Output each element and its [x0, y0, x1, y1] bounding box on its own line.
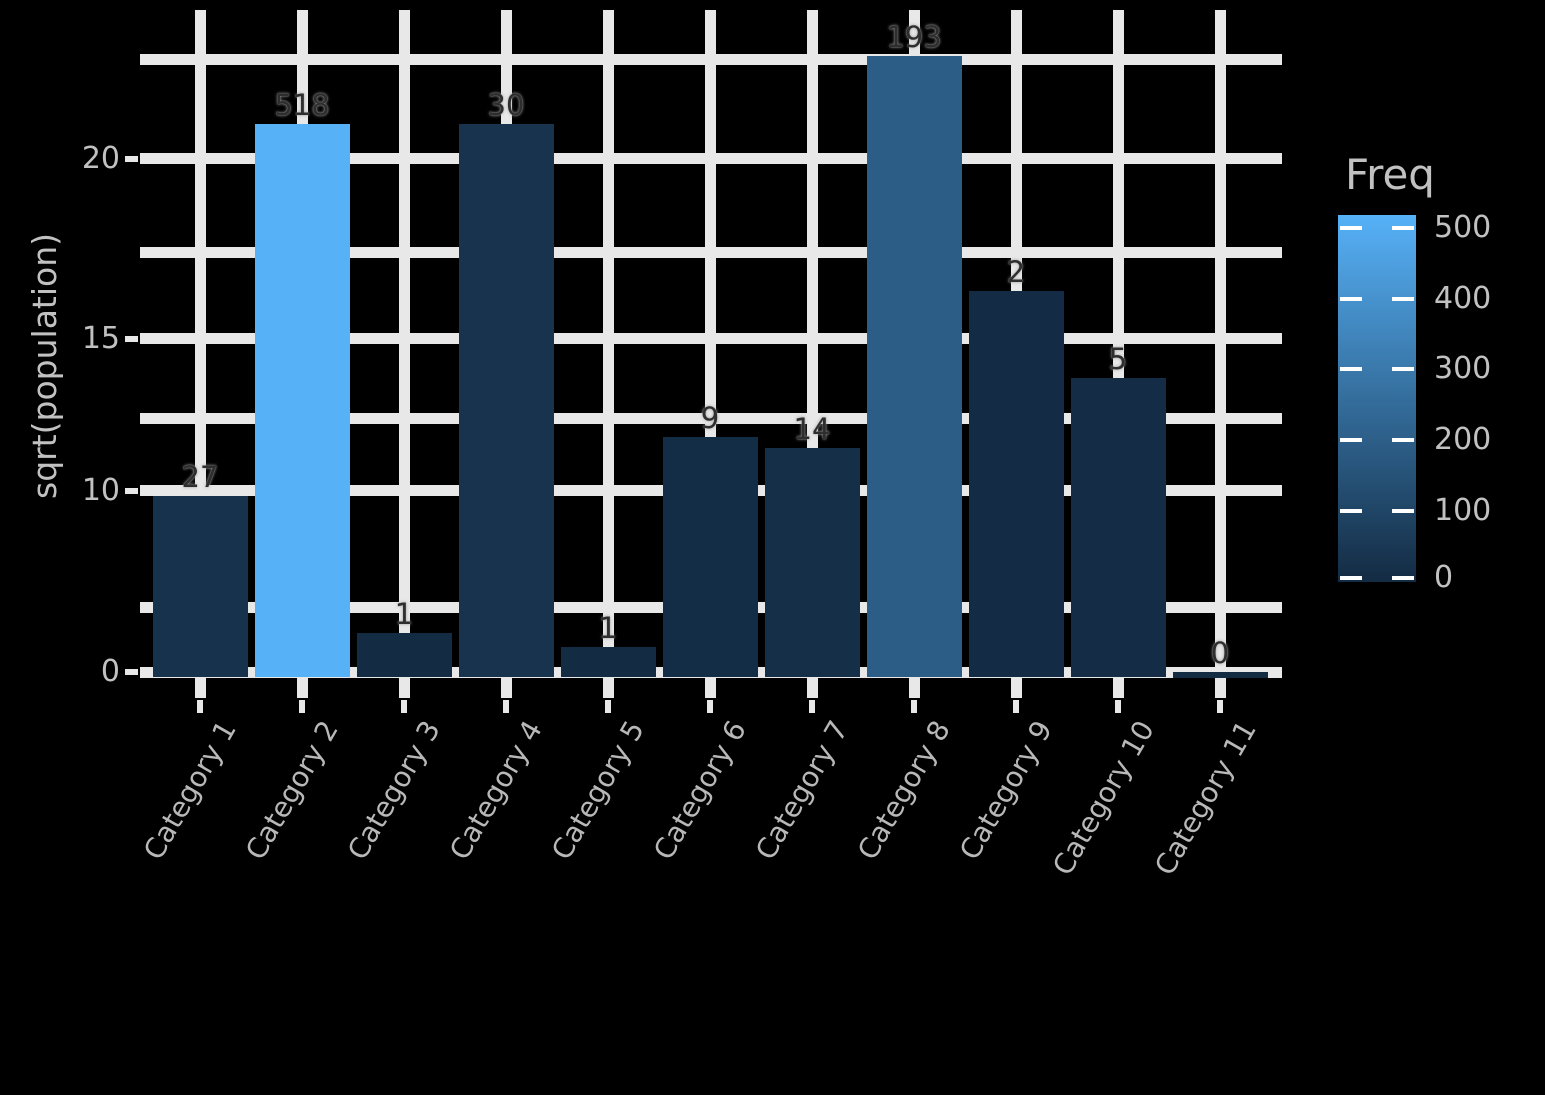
legend-tick-mark [1392, 509, 1414, 514]
bar-value-label: 0 [1210, 636, 1230, 670]
legend-tick-mark [1340, 576, 1362, 580]
bar-value-label: 518 [274, 87, 330, 122]
bar [458, 123, 554, 678]
y-tick-label: 10 [81, 472, 120, 508]
x-tick-mark [707, 700, 713, 713]
legend-tick-label: 400 [1434, 280, 1492, 316]
bar-value-label: 30 [487, 87, 525, 122]
legend-tick-label: 200 [1434, 422, 1492, 458]
legend-title: Freq [1345, 150, 1435, 199]
y-tick-label: 15 [81, 320, 120, 356]
legend-gradient-bar [1338, 215, 1416, 582]
x-tick-label: Category 1 [136, 715, 243, 866]
bar [152, 496, 248, 678]
x-tick-mark [1013, 700, 1019, 713]
bar-chart-figure: 27 518 1 30 1 9 14 193 2 5 0 20 15 10 0 Category 1 Categ… [25, 10, 1545, 881]
legend-tick-mark [1340, 367, 1362, 372]
x-tick-label: Category 2 [238, 715, 345, 866]
y-tick-label: 0 [100, 654, 120, 689]
bar-value-label: 1 [598, 610, 618, 645]
bar-value-label: 2 [1006, 255, 1026, 290]
legend-tick-mark [1392, 296, 1414, 301]
bar [1070, 377, 1166, 678]
bar [560, 646, 656, 678]
x-tick-mark [1217, 700, 1223, 713]
y-tick-mark [125, 155, 138, 162]
bar [254, 123, 350, 678]
x-tick-label: Category 5 [544, 715, 651, 866]
y-tick-label: 20 [81, 140, 120, 176]
vertical-gridline [1214, 10, 1226, 698]
x-tick-label: Category 6 [646, 715, 753, 866]
legend-tick-label: 100 [1434, 493, 1492, 529]
plot-panel: 27 518 1 30 1 9 14 193 2 5 0 20 15 10 0 Category 1 Categ… [81, 10, 1282, 881]
x-tick-mark [197, 700, 203, 713]
legend-tick-mark [1340, 296, 1362, 301]
legend-tick-mark [1392, 438, 1414, 443]
vertical-gridline [704, 10, 716, 698]
y-axis-title: sqrt(population) [25, 233, 64, 499]
bar-value-label: 1 [394, 596, 414, 631]
bar-value-label: 5 [1108, 341, 1128, 376]
bar [866, 55, 962, 678]
legend-tick-mark [1340, 509, 1362, 514]
vertical-gridline [1112, 10, 1124, 698]
bar [662, 436, 758, 678]
x-tick-mark [503, 700, 509, 713]
vertical-gridline [398, 10, 410, 698]
bar [764, 448, 860, 678]
legend-tick-mark [1340, 225, 1362, 230]
bar [356, 632, 452, 678]
vertical-gridline [602, 10, 614, 698]
legend-tick-label: 500 [1434, 209, 1492, 245]
x-tick-label: Category 11 [1148, 715, 1263, 881]
x-tick-label: Category 9 [952, 715, 1059, 866]
bar [968, 291, 1064, 678]
colorbar-legend: Freq 500 400 300 200 100 0 [1330, 140, 1545, 610]
x-tick-mark [401, 700, 407, 713]
legend-tick-mark [1392, 367, 1414, 372]
legend-tick-label: 300 [1434, 351, 1492, 387]
x-tick-mark [809, 700, 815, 713]
bar [1172, 672, 1268, 678]
x-tick-mark [911, 700, 917, 713]
legend-tick-mark [1392, 225, 1414, 230]
bar-value-label: 27 [181, 460, 219, 495]
legend-tick-mark [1340, 438, 1362, 443]
x-tick-label: Category 4 [442, 715, 549, 866]
legend-tick-label: 0 [1434, 560, 1454, 595]
bar-value-label: 9 [700, 400, 720, 435]
x-tick-label: Category 10 [1046, 715, 1161, 881]
x-tick-mark [299, 700, 305, 713]
x-tick-mark [605, 700, 611, 713]
x-tick-label: Category 8 [850, 715, 957, 866]
y-tick-mark [125, 669, 138, 675]
vertical-gridline [806, 10, 818, 698]
legend-tick-mark [1392, 576, 1414, 580]
bar-value-label: 14 [793, 412, 831, 447]
x-tick-label: Category 3 [340, 715, 447, 866]
y-tick-mark [125, 487, 138, 494]
y-tick-mark [125, 335, 138, 342]
x-tick-label: Category 7 [748, 715, 855, 866]
x-tick-mark [1115, 700, 1121, 713]
vertical-gridline [194, 10, 206, 698]
bar-value-label: 193 [886, 19, 942, 54]
